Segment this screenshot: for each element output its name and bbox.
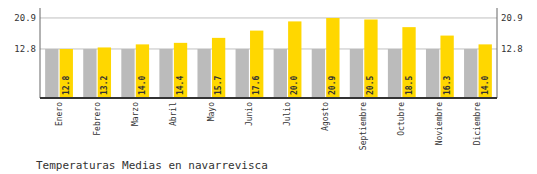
bar [212,38,225,98]
x-tick-label: Noviembre [435,102,444,146]
bar [83,49,96,98]
data-label: 12.8 [62,76,71,95]
bar [402,27,415,98]
data-label: 18.5 [405,76,414,95]
bar [250,31,263,98]
data-label: 20.0 [290,76,299,95]
y2-axis-line [497,8,498,98]
x-tick-label: Mayo [207,102,216,121]
x-tick-label: Octubre [397,102,406,136]
data-label: 13.2 [100,76,109,95]
bar [326,18,339,98]
data-label: 14.4 [176,76,185,95]
bar [440,36,453,98]
data-label: 20.9 [328,76,337,95]
title: Temperaturas Medias en navarrevisca [36,159,268,172]
bar [236,49,249,98]
bar [159,49,172,98]
data-label: 14.0 [138,76,147,95]
data-label: 15.7 [214,76,223,95]
y-tick-label: 12.8 [14,44,36,54]
x-tick-label: Marzo [131,102,140,126]
x-tick-label: Febrero [93,102,102,136]
x-tick-label: Abril [169,102,178,126]
bar [364,19,377,98]
bar [98,47,111,98]
y2-tick-label: 20.9 [501,13,523,23]
bars [45,18,492,98]
x-tick-label: Agosto [321,102,330,131]
y-axis-line [40,8,41,98]
data-label: 17.6 [252,76,261,95]
x-tick-label: Junio [245,102,254,126]
bar [60,49,73,98]
data-label: 20.5 [366,76,375,95]
bar [174,43,187,98]
y-tick-label: 20.9 [14,13,36,23]
x-tick-label: Enero [55,102,64,126]
bar [136,44,149,98]
bar [312,49,325,98]
bar [388,49,401,98]
bar [121,49,134,98]
bar [464,49,477,98]
x-tick-label: Septiembre [359,102,368,150]
bar [45,49,58,98]
baseline [40,97,497,99]
x-tick-label: Diciembre [473,102,482,146]
data-label: 14.0 [481,76,490,95]
bar [479,44,492,98]
chart: 12.8 13.2 14.0 14.4 15.7 17.6 20.0 20.9 20.5 18.5… [0,0,537,174]
bar [426,49,439,98]
background [0,0,537,174]
bar [350,49,363,98]
bar [274,49,287,98]
y2-tick-label: 12.8 [501,44,523,54]
bar [288,21,301,98]
data-label: 16.3 [443,76,452,95]
grid-line [40,17,497,18]
x-tick-label: Julio [283,102,292,126]
bar [197,49,210,98]
